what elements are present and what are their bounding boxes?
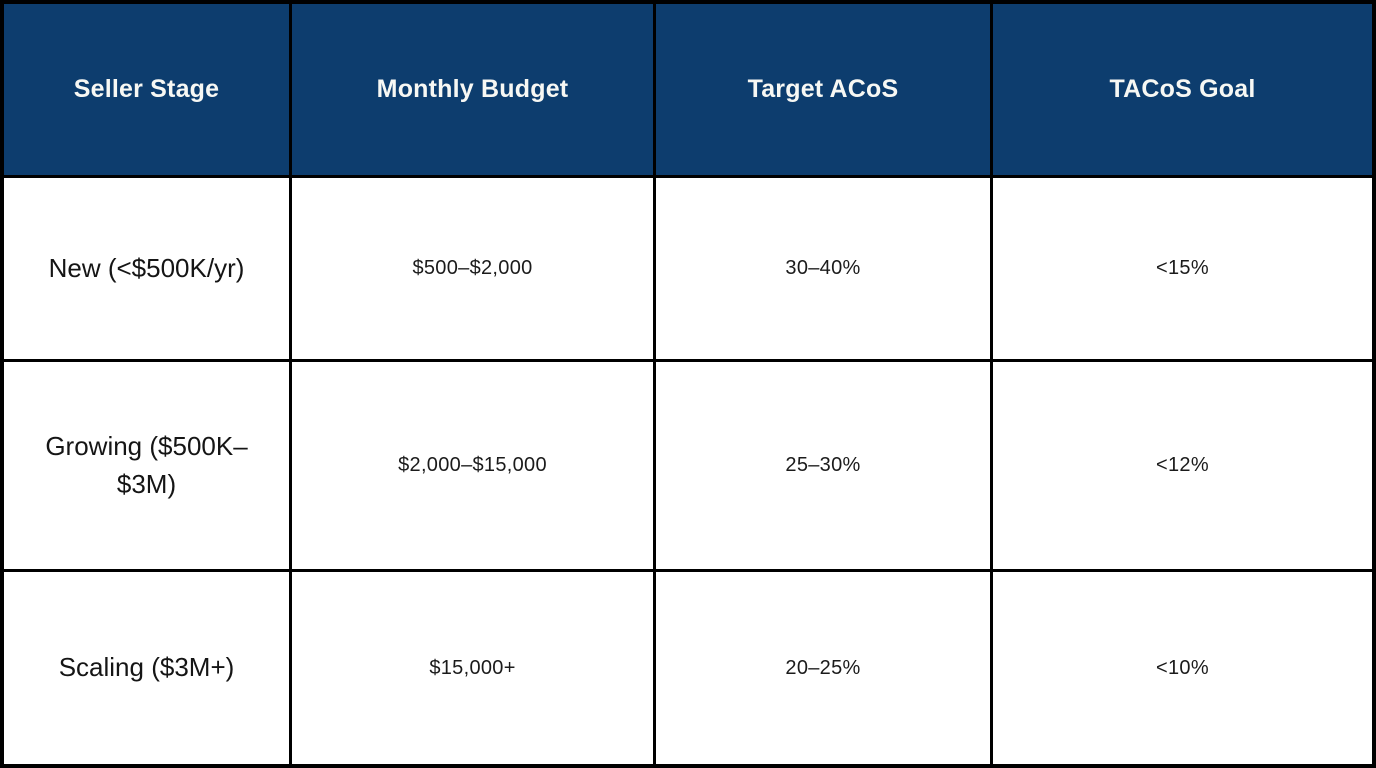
table-row-scaling-tacos: <10%	[1156, 656, 1209, 679]
table-row-scaling-stage: Scaling ($3M+)	[4, 572, 292, 764]
table-row-new-budget: $500–$2,000	[292, 178, 656, 362]
table-row-new-tacos: <15%	[993, 178, 1372, 362]
table-row-growing-stage: Growing ($500K–$3M)	[4, 362, 292, 572]
header-cell-tacos-goal: TACoS Goal	[993, 4, 1372, 178]
table-row-growing-acos: 25–30%	[656, 362, 993, 572]
table-row-growing-budget: $2,000–$15,000	[292, 362, 656, 572]
table-row-growing-tacos: <12%	[993, 362, 1372, 572]
header-cell-monthly-budget: Monthly Budget	[292, 4, 656, 178]
header-cell-seller-stage: Seller Stage	[4, 4, 292, 178]
table-row-scaling-budget: $15,000+	[292, 572, 656, 764]
table-row-new-acos: 30–40%	[656, 178, 993, 362]
header-cell-target-acos: Target ACoS	[656, 4, 993, 178]
table-row-scaling-acos: 20–25%	[656, 572, 993, 764]
table-row-new-stage: New (<$500K/yr)	[4, 178, 292, 362]
